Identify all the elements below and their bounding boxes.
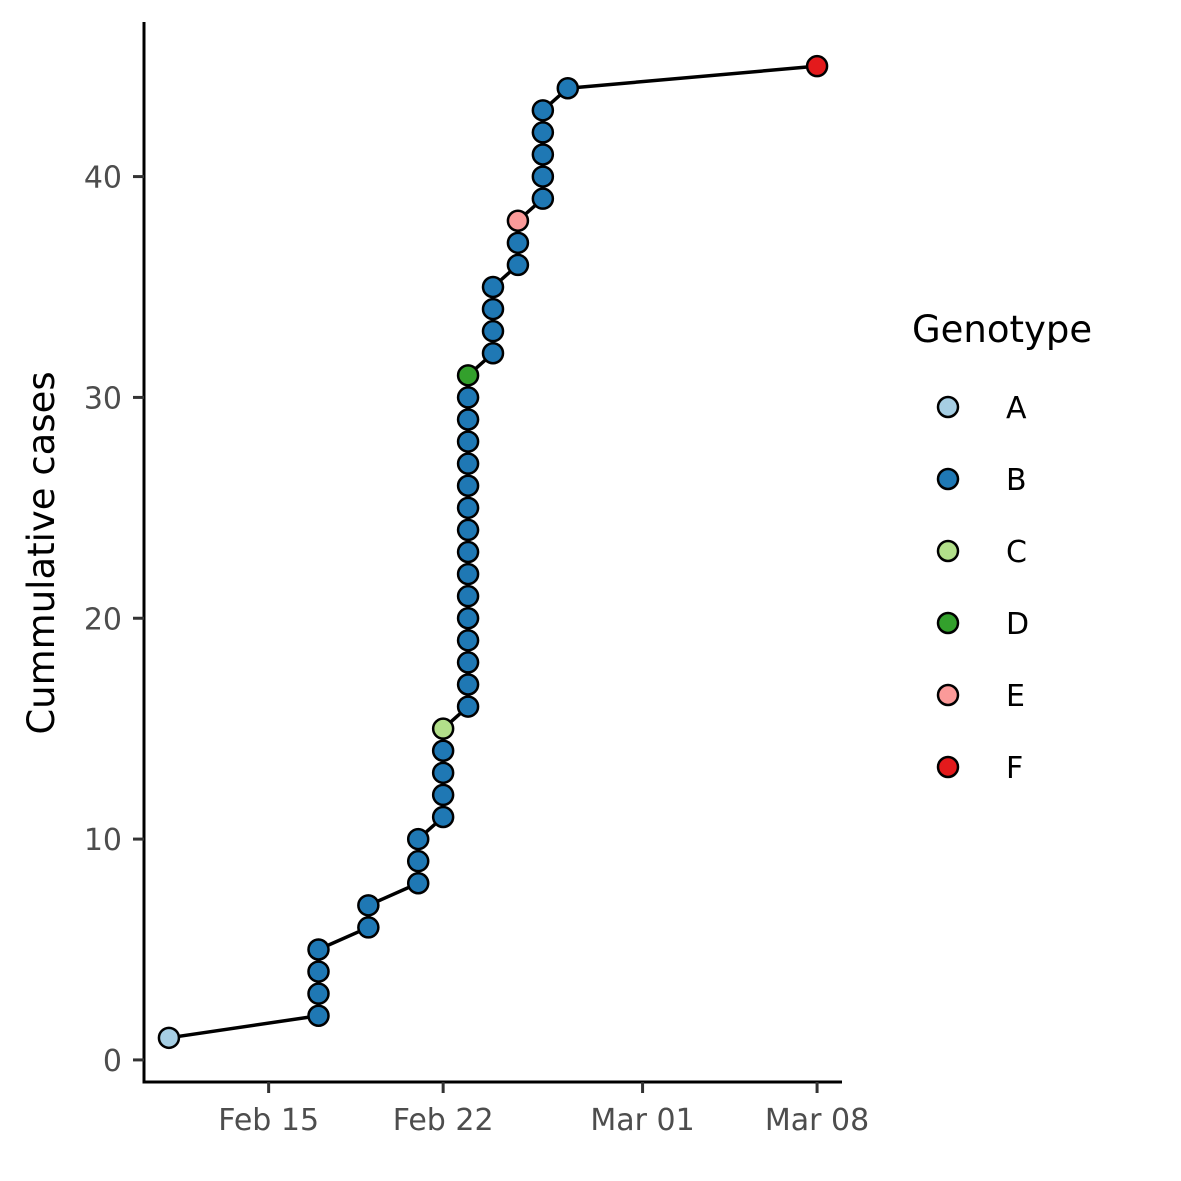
data-point-genotype-b xyxy=(556,77,580,100)
data-point-genotype-b xyxy=(481,319,505,343)
data-point-genotype-b xyxy=(506,253,530,277)
legend-label-e: E xyxy=(1006,679,1025,714)
data-point-genotype-b xyxy=(481,342,505,365)
x-tick-label: Feb 22 xyxy=(393,1103,494,1138)
data-point-genotype-c xyxy=(431,717,455,740)
data-point-genotype-b xyxy=(456,584,480,608)
data-point-genotype-b xyxy=(307,1004,330,1027)
legend-label-a: A xyxy=(1006,391,1027,426)
legend-label-d: D xyxy=(1006,607,1029,642)
data-points xyxy=(157,54,829,1050)
data-point-genotype-b xyxy=(456,607,480,630)
data-point-genotype-b xyxy=(406,849,430,873)
data-point-genotype-b xyxy=(456,695,480,718)
data-point-genotype-b xyxy=(456,496,480,520)
data-point-genotype-b xyxy=(456,673,480,696)
data-point-genotype-b xyxy=(431,805,455,829)
legend-label-f: F xyxy=(1006,751,1023,786)
legend-key-f xyxy=(936,755,960,779)
legend-label-b: B xyxy=(1006,463,1027,498)
data-point-genotype-b xyxy=(456,540,480,564)
data-point-genotype-b xyxy=(456,430,480,453)
legend-title: Genotype xyxy=(912,308,1092,351)
data-point-genotype-b xyxy=(456,386,480,409)
y-axis-title: Cummulative cases xyxy=(20,371,63,734)
data-point-genotype-b xyxy=(456,452,480,475)
x-tick-label: Feb 15 xyxy=(218,1103,319,1138)
data-point-genotype-b xyxy=(357,894,380,917)
plot-area: 0 10 20 30 40 Feb 15 Feb 22 Mar 01 Mar 08 xyxy=(84,22,869,1138)
data-point-genotype-b xyxy=(357,916,380,939)
y-axis-ticks: 0 10 20 30 40 xyxy=(84,161,144,1079)
y-tick-label: 40 xyxy=(84,161,122,196)
data-point-genotype-b xyxy=(456,474,480,497)
legend-key-d xyxy=(936,611,960,635)
data-point-genotype-b xyxy=(431,761,455,785)
legend-key-b xyxy=(936,467,960,491)
legend-key-c xyxy=(936,539,960,563)
data-point-genotype-d xyxy=(456,364,480,387)
legend-items: A B C D E F xyxy=(936,391,1029,786)
y-tick-label: 0 xyxy=(103,1044,122,1079)
y-tick-label: 10 xyxy=(84,823,122,858)
data-point-genotype-b xyxy=(456,518,480,542)
data-point-genotype-b xyxy=(406,827,430,851)
x-tick-label: Mar 08 xyxy=(765,1103,869,1138)
data-point-genotype-b xyxy=(531,143,555,166)
data-point-genotype-b xyxy=(431,783,455,807)
data-point-genotype-b xyxy=(431,739,455,762)
data-point-genotype-f xyxy=(805,54,829,78)
data-point-genotype-e xyxy=(506,209,530,232)
data-point-genotype-b xyxy=(531,187,555,210)
data-point-genotype-b xyxy=(307,938,330,961)
x-axis-ticks: Feb 15 Feb 22 Mar 01 Mar 08 xyxy=(218,1082,869,1138)
data-point-genotype-b xyxy=(531,99,555,122)
data-point-genotype-b xyxy=(531,165,555,188)
data-point-genotype-b xyxy=(531,121,555,144)
data-point-genotype-b xyxy=(456,629,480,652)
data-point-genotype-a xyxy=(157,1026,181,1050)
data-point-genotype-b xyxy=(307,982,330,1005)
data-point-genotype-b xyxy=(481,275,505,299)
data-point-genotype-b xyxy=(456,562,480,586)
data-point-genotype-b xyxy=(456,651,480,674)
data-point-genotype-b xyxy=(406,872,430,895)
data-point-genotype-b xyxy=(307,960,330,983)
x-tick-label: Mar 01 xyxy=(590,1103,694,1138)
legend-label-c: C xyxy=(1006,535,1027,570)
y-tick-label: 20 xyxy=(84,602,122,637)
data-point-genotype-b xyxy=(506,231,530,255)
legend-key-e xyxy=(936,683,960,707)
y-tick-label: 30 xyxy=(84,381,122,416)
legend-key-a xyxy=(936,395,960,419)
data-point-genotype-b xyxy=(456,408,480,431)
legend: Genotype A B C D E F xyxy=(912,308,1092,786)
data-point-genotype-b xyxy=(481,297,505,321)
